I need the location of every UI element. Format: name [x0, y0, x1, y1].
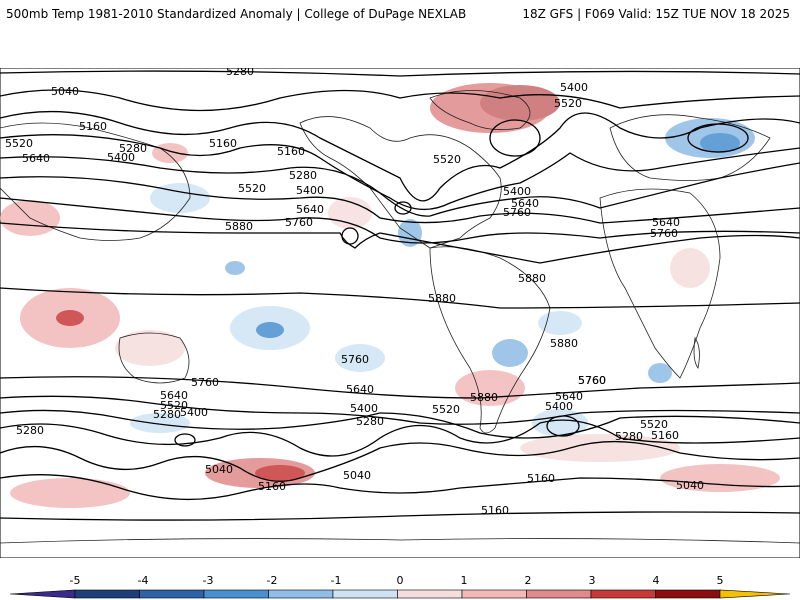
contour-label: 5280: [16, 424, 44, 437]
contour-label: 5160: [277, 145, 305, 158]
colorbar-tick: 1: [461, 574, 468, 587]
colorbar-swatch: [590, 589, 656, 599]
colorbar-tick-labels: -5 -4 -3 -2 -1 0 1 2 3 4 5: [70, 574, 724, 587]
contour-label: 5760: [578, 374, 606, 387]
colorbar-tick: -1: [331, 574, 342, 587]
contour-label: 5640: [296, 203, 324, 216]
contour-label: 5400: [296, 184, 324, 197]
colorbar-swatch: [397, 589, 463, 599]
contour-label: 5280: [289, 169, 317, 182]
contour-label: 5640: [346, 383, 374, 396]
colorbar-tick: 3: [589, 574, 596, 587]
colorbar-tick: 2: [525, 574, 532, 587]
colorbar-tick: -5: [70, 574, 81, 587]
anomaly-colorbar: -5 -4 -3 -2 -1 0 1 2 3 4 5: [9, 574, 791, 599]
contour-label: 5640: [22, 152, 50, 165]
contour-label: 5640: [555, 390, 583, 403]
colorbar-tick: 5: [717, 574, 724, 587]
contour-label: 5760: [503, 206, 531, 219]
colorbar-tick: 4: [653, 574, 660, 587]
contour-label: 5760: [578, 374, 606, 387]
contour-label: 5520: [160, 399, 188, 412]
contour-label: 5160: [79, 120, 107, 133]
contour-label: 5400: [107, 151, 135, 164]
contour-label: 5520: [432, 403, 460, 416]
colorbar-swatch: [139, 589, 205, 599]
map-title: 500mb Temp 1981-2010 Standardized Anomal…: [6, 7, 467, 21]
contour-label: 5160: [527, 472, 555, 485]
contour-label: 5760: [341, 353, 369, 366]
contour-label: 5280: [153, 408, 181, 421]
colorbar-swatch: [526, 589, 592, 599]
colorbar-swatch: [655, 589, 721, 599]
contour-label: 5400: [560, 81, 588, 94]
contour-label: 5160: [258, 480, 286, 493]
colorbar-swatch: [268, 589, 334, 599]
colorbar-swatch: [332, 589, 398, 599]
contour-label: 5640: [160, 389, 188, 402]
contour-label: 5880: [550, 337, 578, 350]
contour-label: 5400: [503, 185, 531, 198]
contour-label: 5640: [511, 197, 539, 210]
contour-label: 5880: [518, 272, 546, 285]
colorbar-swatch: [461, 589, 527, 599]
contour-label: 5040: [51, 85, 79, 98]
contour-label: 5760: [650, 227, 678, 240]
contour-label: 5520: [640, 418, 668, 431]
contour-label: 5520: [5, 137, 33, 150]
contour-label: 5520: [554, 97, 582, 110]
contour-label: 5880: [470, 391, 498, 404]
model-run-info: 18Z GFS | F069 Valid: 15Z TUE NOV 18 202…: [522, 7, 790, 21]
contour-label: 5400: [350, 402, 378, 415]
colorbar-tick: -3: [203, 574, 214, 587]
contour-label: 5520: [238, 182, 266, 195]
colorbar-swatch: [74, 589, 140, 599]
colorbar-swatches: [9, 589, 791, 599]
colorbar-tick: -2: [267, 574, 278, 587]
contour-label: 5400: [180, 406, 208, 419]
colorbar-tick: 0: [397, 574, 404, 587]
contour-label: 5640: [652, 216, 680, 229]
contour-label: 5040: [676, 479, 704, 492]
anomaly-shading: [0, 83, 780, 508]
contour-label: 5400: [545, 400, 573, 413]
contour-label: 5280: [615, 430, 643, 443]
contour-label: 5760: [191, 376, 219, 389]
contour-label: 5280: [226, 68, 254, 78]
contour-label: 5520: [433, 153, 461, 166]
world-map: 5280 5040 5160 5520 5640 5400 5280 5160 …: [0, 68, 800, 558]
colorbar-swatch: [203, 589, 269, 599]
contour-labels: 5280 5040 5160 5520 5640 5400 5280 5160 …: [5, 68, 704, 517]
colorbar-swatch: [9, 589, 76, 599]
contour-label: 5160: [481, 504, 509, 517]
colorbar-swatch: [719, 589, 791, 599]
height-contours: [0, 70, 800, 521]
contour-label: 5880: [428, 292, 456, 305]
contour-label: 5280: [356, 415, 384, 428]
contour-label: 5160: [651, 429, 679, 442]
contour-label: 5040: [343, 469, 371, 482]
header-bar: 500mb Temp 1981-2010 Standardized Anomal…: [0, 0, 800, 30]
contour-label: 5760: [285, 216, 313, 229]
contour-label: 5880: [225, 220, 253, 233]
contour-label: 5040: [205, 463, 233, 476]
colorbar-tick: -4: [138, 574, 149, 587]
contour-label: 5280: [119, 142, 147, 155]
contour-label: 5160: [209, 137, 237, 150]
